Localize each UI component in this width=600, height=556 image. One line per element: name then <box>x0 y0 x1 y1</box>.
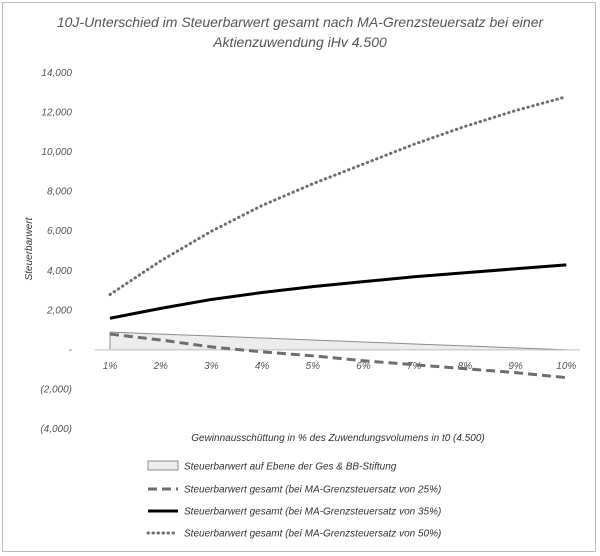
data-point-dashed <box>109 333 112 336</box>
series-line-dashed <box>109 332 567 380</box>
data-point-solid <box>311 285 314 288</box>
x-tick-label: 9% <box>508 361 523 372</box>
x-tick-label: 4% <box>255 361 270 372</box>
data-point-dashed <box>159 339 162 342</box>
y-tick-label: 10,000 <box>41 147 72 158</box>
x-tick-label: 1% <box>103 361 118 372</box>
data-point-dotted <box>362 162 365 165</box>
x-axis-label: Gewinnausschüttung in % des Zuwendungsvo… <box>191 433 485 444</box>
data-point-dotted <box>413 143 416 146</box>
data-point-dotted <box>109 293 112 296</box>
data-point-dashed <box>311 354 314 357</box>
y-tick-label: 8,000 <box>47 187 72 198</box>
data-point-solid <box>159 307 162 310</box>
y-tick-label: (4,000) <box>40 424 72 435</box>
data-point-solid <box>362 280 365 283</box>
data-point-dashed <box>413 363 416 366</box>
y-tick-label: - <box>69 345 73 356</box>
data-point-solid <box>413 275 416 278</box>
data-point-dotted <box>261 204 264 207</box>
data-point-solid <box>109 317 112 320</box>
data-point-dashed <box>362 359 365 362</box>
data-point-dotted <box>210 230 213 233</box>
legend-label: Steuerbarwert gesamt (bei MA-Grenzsteuer… <box>184 529 441 540</box>
y-tick-label: 4,000 <box>47 266 72 277</box>
legend-label: Steuerbarwert gesamt (bei MA-Grenzsteuer… <box>184 485 441 496</box>
legend-label: Steuerbarwert gesamt (bei MA-Grenzsteuer… <box>184 507 441 518</box>
chart-title-line-1: 10J-Unterschied im Steuerbarwert gesamt … <box>57 14 545 30</box>
y-axis-label: Steuerbarwert <box>24 216 35 280</box>
data-point-solid <box>210 298 213 301</box>
chart-frame <box>2 2 596 552</box>
data-point-dotted <box>514 109 517 112</box>
x-tick-label: 7% <box>407 361 422 372</box>
data-point-solid <box>261 291 264 294</box>
data-point-dotted <box>159 259 162 262</box>
y-tick-label: 2,000 <box>46 305 72 316</box>
y-tick-label: 6,000 <box>47 226 72 237</box>
x-tick-label: 6% <box>356 361 371 372</box>
legend-label: Steuerbarwert auf Ebene der Ges & BB-Sti… <box>184 462 397 473</box>
series-area-edge <box>109 331 567 351</box>
x-tick-label: 10% <box>556 361 576 372</box>
data-point-dashed <box>565 376 568 379</box>
x-tick-label: 8% <box>458 361 473 372</box>
data-point-solid <box>463 271 466 274</box>
data-point-dotted <box>463 125 466 128</box>
data-point-dashed <box>463 367 466 370</box>
data-point-solid <box>565 263 568 266</box>
chart-title-line-2: Aktienzuwendung iHv 4.500 <box>212 34 387 50</box>
x-tick-label: 5% <box>306 361 321 372</box>
y-tick-label: 14,000 <box>41 68 72 79</box>
x-tick-label: 2% <box>152 361 168 372</box>
series-line-solid <box>109 263 567 320</box>
y-tick-label: 12,000 <box>41 108 72 119</box>
data-point-dotted <box>565 95 568 98</box>
series-line-dotted <box>108 95 568 297</box>
data-point-solid <box>514 267 517 270</box>
data-point-dashed <box>210 345 213 348</box>
x-tick-label: 3% <box>204 361 219 372</box>
data-point-dotted <box>311 182 314 185</box>
y-tick-label: (2,000) <box>40 384 72 395</box>
legend-swatch-area <box>147 460 179 471</box>
data-point-dashed <box>261 350 264 353</box>
data-point-dashed <box>514 371 517 374</box>
